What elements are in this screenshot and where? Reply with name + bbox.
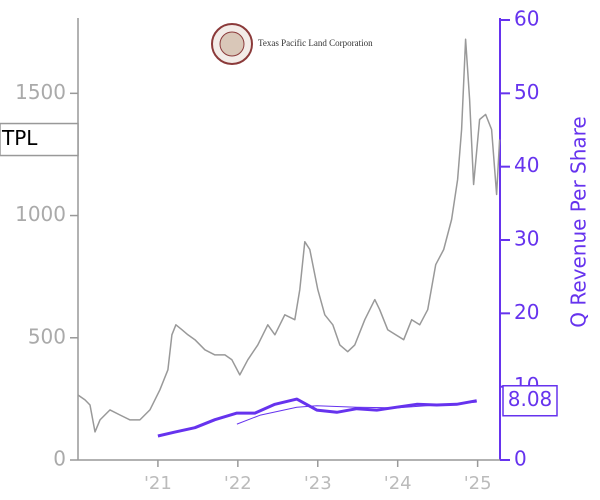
y2-tick-label: 50 [514,80,539,104]
y-tick-label: 500 [28,324,66,348]
y-tick-label: 0 [53,447,66,471]
y-tick-label: 1500 [15,80,66,104]
y2-tick-label: 60 [514,7,539,31]
y2-tick-label: 0 [514,447,527,471]
series-line [236,401,477,425]
series-name-label: TPL [1,126,38,150]
x-tick-label: '25 [464,473,492,494]
y2-tick-label: 40 [514,153,539,177]
x-tick-label: '24 [384,473,412,494]
x-tick-label: '22 [224,473,252,494]
logo: Texas Pacific Land Corporation [211,23,373,65]
series-name-box [0,122,79,157]
y-tick-label: 1000 [15,202,66,226]
series-line [157,397,477,438]
logo-seal-inner [219,31,245,57]
value-label-box [502,384,558,417]
y2-tick-label: 20 [514,300,539,324]
y2-tick-label: 30 [514,227,539,251]
x-tick-label: '21 [144,473,172,494]
value-label: 8.08 [508,387,553,411]
y2-axis-label: Q Revenue Per Share [567,116,591,328]
logo-text: Texas Pacific Land Corporation [258,38,373,48]
series-line [77,38,501,433]
x-tick-label: '23 [304,473,332,494]
